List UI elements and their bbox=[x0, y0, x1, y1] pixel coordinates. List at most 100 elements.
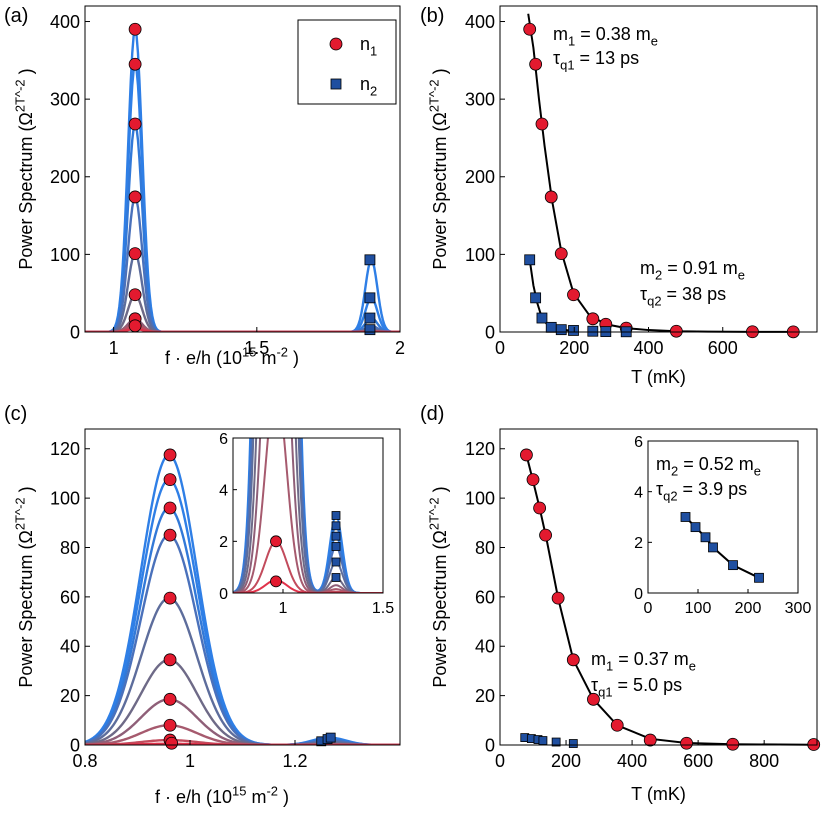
panel-b-n2-point bbox=[545, 321, 557, 333]
panel-d-xtick-label: 0 bbox=[495, 751, 505, 771]
panel-a-xtick-label: 1.5 bbox=[244, 338, 269, 358]
panel-a-n2-point bbox=[364, 324, 376, 336]
panel-d-inset-n2-point bbox=[708, 542, 718, 553]
panel-a-xtick-label: 1 bbox=[109, 338, 119, 358]
panel-c-ytick-label: 0 bbox=[70, 735, 80, 755]
panel-c-xtick-label: 0.8 bbox=[72, 751, 97, 771]
panel-b-n1-point bbox=[567, 288, 580, 302]
panel-c-n1-point bbox=[163, 501, 177, 515]
panel-d-n1-point bbox=[587, 692, 600, 706]
panel-b-n2-point bbox=[524, 254, 536, 266]
panel-d-inset-ytick-label: 2 bbox=[634, 535, 643, 552]
panel-d-n1-point bbox=[643, 733, 657, 747]
panel-c-n1-point bbox=[163, 692, 177, 706]
panel-d-inset-xtick-label: 200 bbox=[735, 600, 762, 617]
panel-b-annotation-m2: m2 = 0.91 me bbox=[640, 258, 745, 282]
panel-d-n1-point bbox=[566, 653, 580, 667]
panel-d-annotation-m1: m1 = 0.37 me bbox=[591, 649, 696, 673]
panel-d-inset-ytick-label: 0 bbox=[634, 586, 643, 603]
panel-c-inset-n1-point bbox=[270, 575, 282, 588]
panel-c-ytick-label: 100 bbox=[50, 489, 80, 509]
panel-b-ylabel: Power Spectrum (Ω2T^-2 ) bbox=[426, 68, 450, 269]
panel-d-xtick-label: 400 bbox=[617, 751, 647, 771]
panel-b-ytick-label: 0 bbox=[485, 322, 495, 342]
panel-c-n1-point bbox=[163, 473, 177, 487]
panel-c-inset-n2-point bbox=[331, 531, 341, 541]
panel-a-frame bbox=[84, 5, 401, 333]
panel-a-n1-point bbox=[128, 247, 142, 261]
panel-c-inset-ytick-label: 4 bbox=[219, 482, 228, 499]
panel-a-ytick-label: 100 bbox=[50, 245, 80, 265]
panel-a-ytick-label: 200 bbox=[50, 167, 80, 187]
panel-a-n2-point bbox=[364, 312, 376, 324]
panel-d-ytick-label: 40 bbox=[475, 637, 495, 657]
panel-b-n1-point bbox=[529, 57, 543, 71]
panel-a-n1-point bbox=[128, 319, 142, 333]
panel-d-n1-point bbox=[526, 473, 540, 487]
panel-c-ylabel: Power Spectrum (Ω2T^-2 ) bbox=[12, 486, 36, 687]
panel-a-spectrum-curve bbox=[85, 120, 400, 332]
panel-b-ytick-label: 100 bbox=[465, 245, 495, 265]
panel-b-annotation-tau2: τq2 = 38 ps bbox=[640, 284, 726, 308]
panel-d-xtick-label: 600 bbox=[683, 751, 713, 771]
panel-c-xtick-label: 1 bbox=[185, 751, 195, 771]
panel-d-inset-n2-point bbox=[728, 560, 738, 571]
panel-a-ytick-label: 0 bbox=[70, 322, 80, 342]
panel-d-xtick-label: 800 bbox=[749, 751, 779, 771]
panel-d-n1-point bbox=[520, 448, 533, 462]
panel-a-xlabel: f · e/h (1015 m-2 ) bbox=[165, 344, 299, 368]
panel-b-n1-point bbox=[544, 190, 558, 204]
panel-a-n1-point bbox=[128, 57, 142, 71]
panel-b-ytick-label: 300 bbox=[465, 90, 495, 110]
panel-b-xlabel: T (mK) bbox=[631, 367, 686, 387]
panel-d-xlabel: T (mK) bbox=[631, 784, 686, 804]
panel-d-inset-bg bbox=[648, 441, 798, 593]
panel-d-ytick-label: 120 bbox=[465, 439, 495, 459]
panel-b-xtick-label: 0 bbox=[495, 338, 505, 358]
panel-d-ytick-label: 20 bbox=[475, 686, 495, 706]
panel-c-inset-n2-point bbox=[331, 521, 341, 531]
panel-d-inset-ytick-label: 6 bbox=[634, 434, 643, 451]
panel-b-annotation-tau1: τq1 = 13 ps bbox=[553, 48, 639, 72]
panel-d-n2-point bbox=[568, 739, 578, 748]
panel-d-n1-point bbox=[610, 718, 624, 732]
panel-c-inset-frame bbox=[232, 437, 384, 594]
panel-a-n2-point bbox=[364, 292, 376, 304]
panel-d-n1-point bbox=[551, 591, 565, 605]
panel-d-inset-xtick-label: 300 bbox=[785, 600, 812, 617]
panel-c-inset-xtick-label: 1 bbox=[279, 600, 288, 617]
panel-d-inset-n2-point bbox=[754, 572, 764, 583]
panel-d-inset-xtick-label: 100 bbox=[685, 600, 712, 617]
panel-d-n1-point bbox=[726, 737, 740, 751]
panel-d-frame bbox=[499, 428, 818, 746]
panel-c-n2-point bbox=[325, 732, 336, 743]
panel-c-n1-point bbox=[163, 718, 177, 732]
panel-d-label: (d) bbox=[420, 403, 444, 425]
panel-c-inset-n2-point bbox=[331, 511, 341, 520]
panel-d-inset-n2-point bbox=[700, 532, 711, 543]
panel-c-n1-point bbox=[163, 653, 177, 667]
panel-a-n1-point bbox=[128, 288, 142, 302]
panel-d-inset-xtick-label: 0 bbox=[644, 600, 653, 617]
panel-c-inset-ytick-label: 0 bbox=[219, 586, 228, 603]
panel-c-inset-ytick-label: 2 bbox=[219, 534, 228, 551]
panel-d-inset-ytick-label: 4 bbox=[634, 484, 643, 501]
panel-a-legend-n1-marker bbox=[329, 37, 343, 51]
panel-d-n2-point bbox=[538, 736, 548, 745]
panel-c-ytick-label: 120 bbox=[50, 439, 80, 459]
panel-b-n2-point bbox=[530, 292, 542, 304]
panel-c-ytick-label: 20 bbox=[60, 686, 80, 706]
panel-d-ylabel: Power Spectrum (Ω2T^-2 ) bbox=[426, 486, 450, 687]
panel-b-n1-point bbox=[554, 247, 568, 261]
panel-b-ytick-label: 200 bbox=[465, 167, 495, 187]
panel-d-annotation-tau1: τq1 = 5.0 ps bbox=[591, 675, 682, 699]
panel-b-xtick-label: 400 bbox=[633, 338, 663, 358]
panel-a-xtick-label: 2 bbox=[395, 338, 405, 358]
panel-a-ytick-label: 300 bbox=[50, 90, 80, 110]
panel-d-xtick-label: 200 bbox=[551, 751, 581, 771]
panel-a-n1-point bbox=[128, 22, 142, 36]
panel-a-legend-n2-marker bbox=[330, 78, 342, 90]
